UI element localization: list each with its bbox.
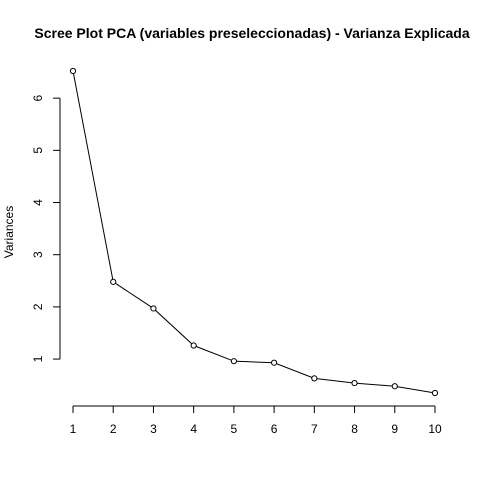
x-tick-label: 5: [231, 422, 238, 436]
x-tick-label: 3: [150, 422, 157, 436]
data-point-10: [431, 389, 439, 397]
data-point-2: [110, 278, 117, 285]
data-point-5: [230, 358, 237, 365]
y-tick-label: 3: [31, 251, 45, 258]
y-tick-label: 1: [31, 355, 45, 362]
x-tick-label: 6: [271, 422, 278, 436]
y-tick-label: 5: [31, 147, 45, 154]
y-tick-label: 6: [31, 94, 45, 101]
data-point-1: [69, 67, 77, 75]
series-line: [72, 70, 436, 394]
x-tick-label: 1: [70, 422, 77, 436]
y-axis-label: Variances: [2, 206, 16, 258]
series-group: [69, 67, 439, 397]
data-point-7: [311, 375, 318, 382]
axes: 1 2 3 4 5 6 7 8 9 10 1 2 3 4 5 6: [31, 94, 442, 436]
chart-title: Scree Plot PCA (variables preseleccionad…: [34, 25, 469, 41]
y-tick-label: 4: [31, 199, 45, 206]
data-point-9: [391, 383, 398, 390]
x-tick-label: 10: [428, 422, 442, 436]
data-point-8: [351, 379, 358, 387]
x-tick-label: 8: [351, 422, 358, 436]
data-point-4: [190, 342, 197, 349]
y-tick-label: 2: [31, 303, 45, 310]
data-point-6: [271, 359, 278, 366]
data-point-3: [150, 305, 157, 312]
x-tick-label: 2: [110, 422, 117, 436]
x-tick-label: 7: [311, 422, 318, 436]
x-tick-label: 9: [391, 422, 398, 436]
x-tick-label: 4: [190, 422, 197, 436]
